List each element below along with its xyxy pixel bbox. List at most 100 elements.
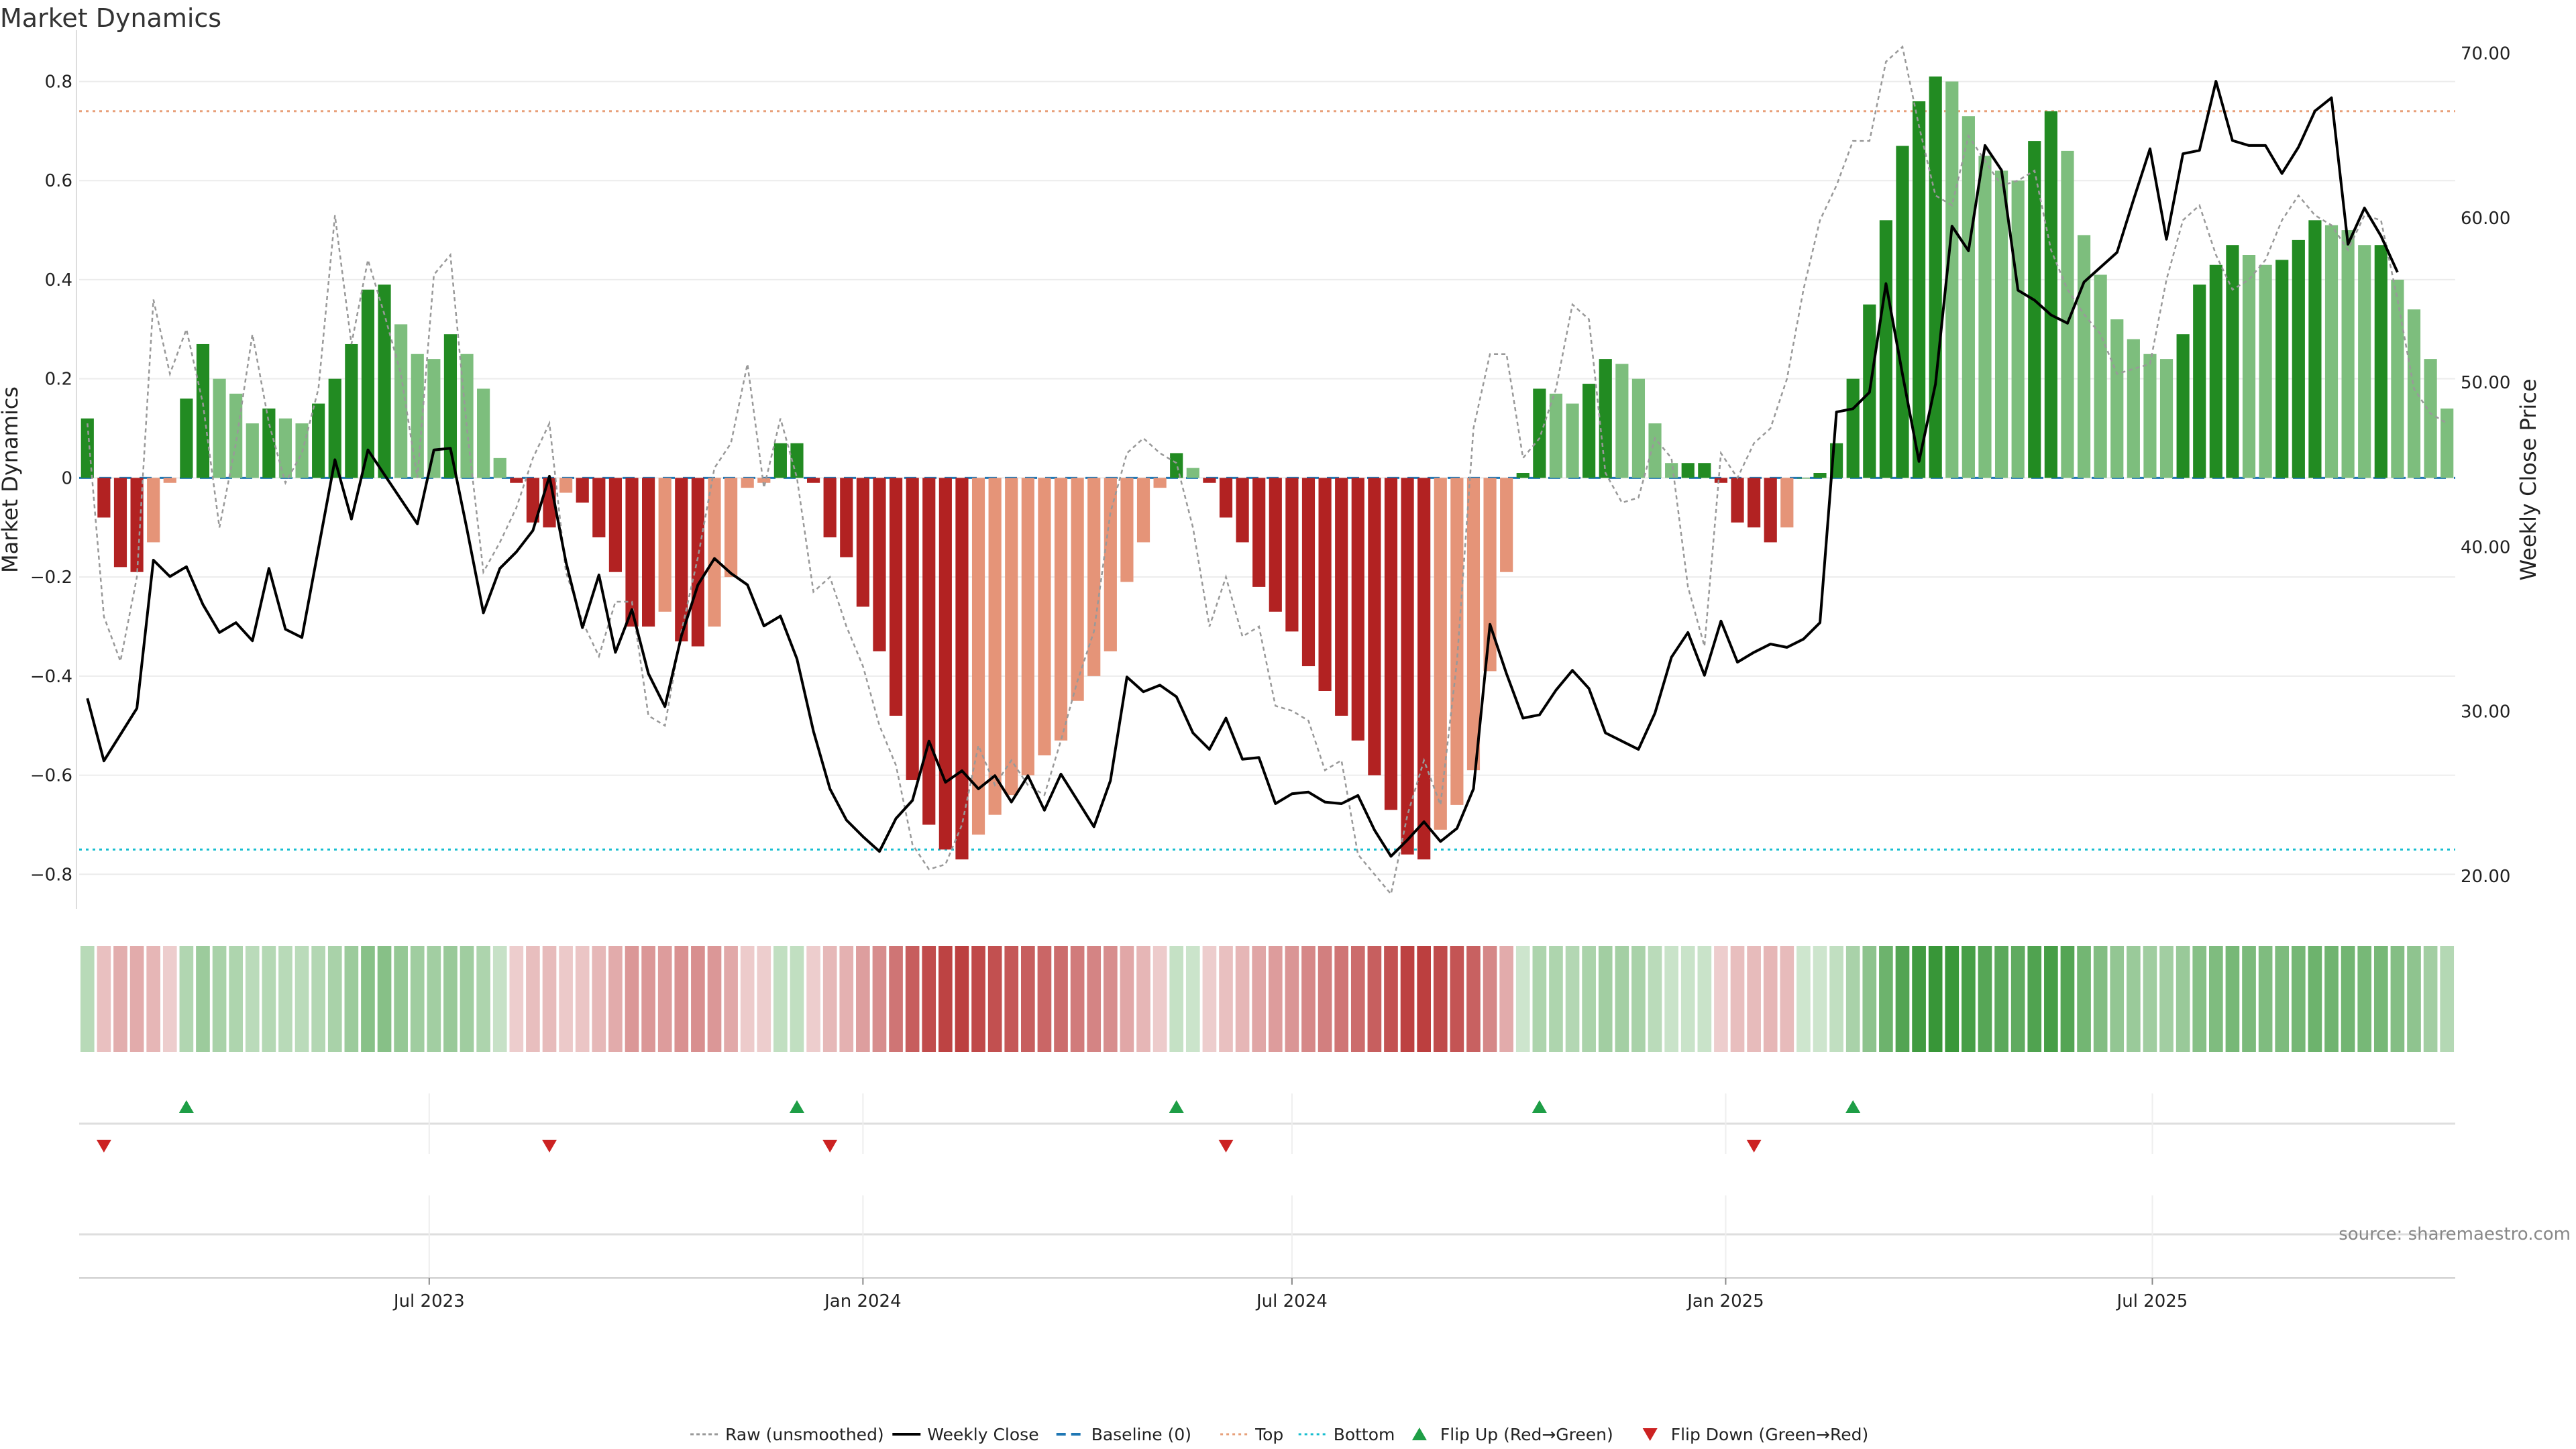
bar (1351, 478, 1364, 741)
heat-cell (1895, 946, 1910, 1052)
bar (608, 478, 623, 572)
bars-series (80, 76, 2454, 860)
heat-cell (460, 946, 474, 1052)
heat-cell (691, 946, 705, 1052)
heat-cell (938, 946, 953, 1052)
heat-cell (1928, 946, 1943, 1052)
x-tick-label: Jan 2025 (1686, 1291, 1764, 1311)
legend-label: Top (1254, 1425, 1283, 1444)
heat-cell (724, 946, 738, 1052)
heat-cell (2192, 946, 2207, 1052)
heat-cell (1499, 946, 1513, 1052)
heat-cell (2077, 946, 2091, 1052)
heat-cell (1087, 946, 1102, 1052)
heat-cell (2176, 946, 2190, 1052)
heat-cell (344, 946, 359, 1052)
bar (1301, 478, 1316, 667)
bar (938, 478, 952, 850)
bar (1285, 478, 1299, 632)
heat-cell (1697, 946, 1712, 1052)
bar (427, 359, 441, 478)
heat-cell (2225, 946, 2240, 1052)
bar (1846, 378, 1860, 478)
heat-cell (1103, 946, 1118, 1052)
heat-cell (212, 946, 227, 1052)
heat-cell (559, 946, 573, 1052)
bar (1879, 220, 1892, 478)
bar (460, 354, 474, 478)
bar (1731, 478, 1744, 523)
heat-cell (1334, 946, 1349, 1052)
bar (180, 398, 193, 478)
bar (378, 284, 391, 478)
bar (2143, 354, 2157, 478)
heat-cell (1730, 946, 1745, 1052)
bar (1401, 478, 1414, 855)
heat-cell (1648, 946, 1662, 1052)
heat-cell (1829, 946, 1843, 1052)
heat-cell (2423, 946, 2438, 1052)
heat-cell (2044, 946, 2058, 1052)
heat-cell (971, 946, 985, 1052)
raw-series (87, 45, 2448, 896)
bar (2209, 264, 2222, 478)
heat-cell (2143, 946, 2157, 1052)
heat-cell (2324, 946, 2339, 1052)
heat-cell (1152, 946, 1167, 1052)
bar (246, 423, 259, 478)
bar (790, 443, 804, 478)
bar (906, 478, 919, 780)
heat-cell (707, 946, 722, 1052)
heat-cell (1417, 946, 1432, 1052)
bar (1466, 478, 1481, 771)
heat-cell (443, 946, 458, 1052)
bar (1599, 359, 1612, 478)
heat-cell (179, 946, 194, 1052)
bar (1582, 384, 1596, 478)
legend-label: Flip Down (Green→Red) (1671, 1425, 1869, 1444)
heat-cell (2291, 946, 2306, 1052)
heat-cell (872, 946, 887, 1052)
bar (856, 478, 869, 607)
flip-down-marker (542, 1140, 557, 1152)
heat-cell (1747, 946, 1761, 1052)
bar (443, 334, 458, 478)
x-axis-ticks: Jul 2023 Jan 2024 Jul 2024 Jan 2025 Jul 2025 (392, 1278, 2188, 1311)
heat-cell (327, 946, 342, 1052)
bar (2176, 334, 2190, 478)
bar (1450, 478, 1464, 805)
heat-cell (1219, 946, 1233, 1052)
right-y-axis-label: Weekly Close Price (2516, 378, 2541, 580)
heat-cell (955, 946, 969, 1052)
bar (1813, 473, 1827, 478)
bar (955, 478, 969, 860)
bar (394, 324, 408, 478)
right-y-tick-label: 40.00 (2461, 537, 2510, 557)
legend-item-bottom: Bottom (1298, 1425, 1395, 1444)
heat-cell (1813, 946, 1827, 1052)
heat-cell (674, 946, 689, 1052)
heat-cell (2093, 946, 2108, 1052)
bar (757, 478, 771, 483)
bar (840, 478, 853, 557)
heat-cell (1070, 946, 1085, 1052)
heat-cell (113, 946, 127, 1052)
x-tick-label: Jul 2024 (1255, 1291, 1328, 1311)
heat-cell (625, 946, 639, 1052)
heat-cell (922, 946, 936, 1052)
bar (2159, 359, 2174, 478)
bar (1929, 76, 1942, 478)
heat-cell (1565, 946, 1580, 1052)
bar (1631, 378, 1646, 478)
heat-cell (294, 946, 309, 1052)
flip-down-marker (822, 1140, 838, 1152)
heat-cell (2357, 946, 2372, 1052)
bar (229, 393, 243, 478)
bar (1533, 388, 1546, 478)
heat-cell (1796, 946, 1811, 1052)
legend-label: Baseline (0) (1091, 1425, 1191, 1444)
bar (1203, 478, 1216, 483)
heat-cell (839, 946, 854, 1052)
bar (510, 478, 523, 483)
bar (988, 478, 1002, 815)
